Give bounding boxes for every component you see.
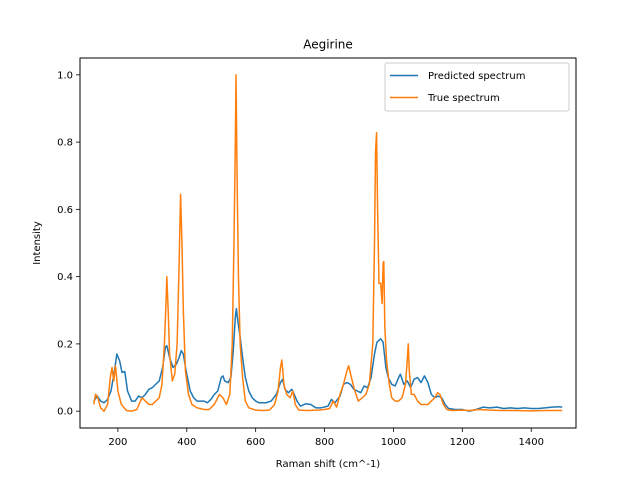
y-tick-label: 0.6 xyxy=(57,205,73,216)
x-axis-label: Raman shift (cm^-1) xyxy=(276,459,381,470)
plot-frame xyxy=(79,57,577,429)
legend-label-true: True spectrum xyxy=(427,93,500,104)
legend-label-predicted: Predicted spectrum xyxy=(428,71,525,82)
y-tick-label: 0.8 xyxy=(57,138,73,149)
legend-frame xyxy=(384,62,570,112)
chart-title: Aegirine xyxy=(303,38,353,52)
legend: Predicted spectrum True spectrum xyxy=(384,62,570,112)
x-tick-label: 1400 xyxy=(518,437,543,448)
x-tick-label: 1000 xyxy=(381,437,406,448)
x-tick-label: 400 xyxy=(177,437,196,448)
y-axis: 0.0 0.2 0.4 0.6 0.8 1.0 xyxy=(57,70,80,418)
x-tick-label: 800 xyxy=(315,437,334,448)
x-axis: 200 400 600 800 1000 1200 1400 xyxy=(108,428,544,448)
y-tick-label: 0.4 xyxy=(57,272,73,283)
series-line-true xyxy=(93,74,563,412)
x-tick-label: 600 xyxy=(246,437,265,448)
x-tick-label: 1200 xyxy=(450,437,475,448)
y-tick-label: 0.2 xyxy=(57,339,73,350)
x-tick-label: 200 xyxy=(108,437,127,448)
y-tick-label: 1.0 xyxy=(57,70,73,81)
y-tick-label: 0.0 xyxy=(57,407,73,418)
y-axis-label: Intensity xyxy=(32,221,43,265)
